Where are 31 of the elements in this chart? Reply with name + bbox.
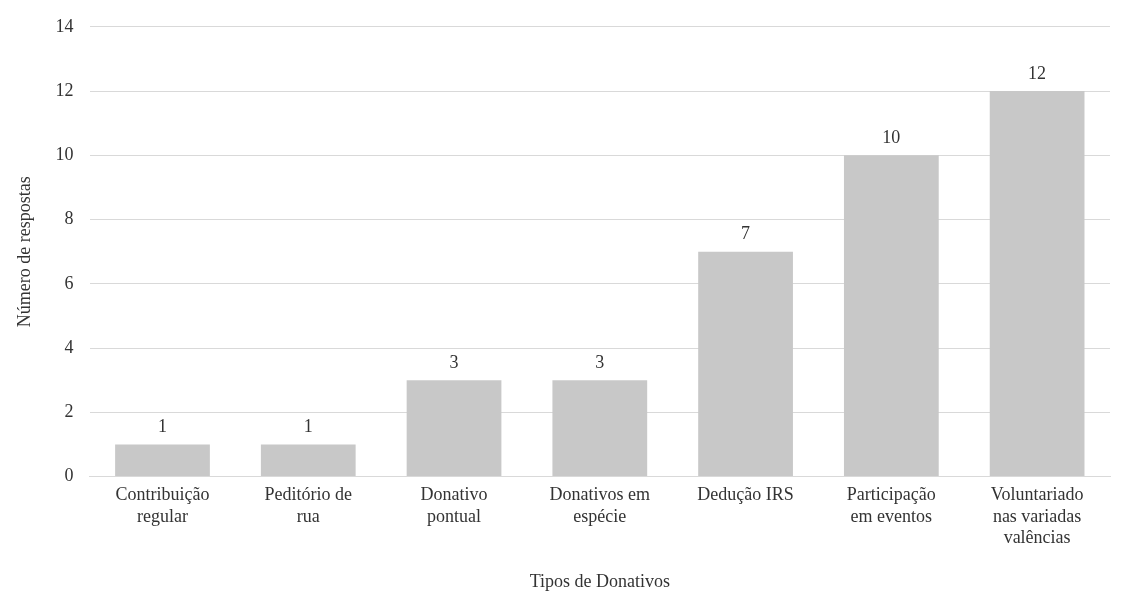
x-tick-label: Participação em eventos [846,484,936,526]
bar [552,380,648,477]
bar [260,444,356,477]
data-label: 1 [303,416,313,437]
y-tick-label: 12 [55,79,74,100]
x-axis-title: Tipos de Donativos [529,570,670,591]
y-tick-label: 2 [64,401,74,422]
y-tick-label: 0 [64,465,74,486]
data-label: 3 [449,351,459,372]
bar [115,444,210,477]
y-tick-label: 14 [55,15,74,36]
y-axis-title: Número de respostas [13,176,34,328]
x-tick-label: Dedução IRS [697,484,794,505]
bar [406,380,502,477]
y-tick-label: 10 [55,144,74,165]
y-tick-label: 8 [64,208,74,229]
y-tick-label: 4 [64,336,74,357]
data-label: 1 [157,416,167,437]
data-label: 3 [595,351,605,372]
bar [989,91,1085,477]
data-label: 7 [741,223,751,244]
x-tick-label: Peditório de rua [264,484,353,526]
data-label: 10 [882,127,901,148]
x-tick-label: Donativo pontual [420,484,488,526]
bar [698,251,793,477]
x-tick-label: Voluntariado nas variadas valências [990,484,1084,548]
x-tick-label: Donativos em espécie [549,484,651,526]
x-tick-label: Contribuição regular [115,484,210,526]
bar [843,155,939,477]
y-tick-label: 6 [64,272,74,293]
data-label: 12 [1028,62,1047,83]
